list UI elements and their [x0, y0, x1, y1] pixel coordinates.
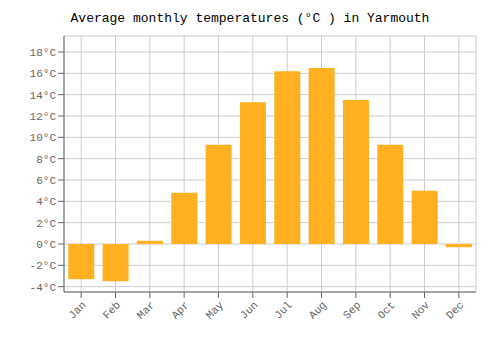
svg-text:14°C: 14°C [30, 90, 57, 102]
svg-text:Feb: Feb [101, 299, 123, 321]
svg-text:0°C: 0°C [36, 239, 56, 251]
svg-text:Apr: Apr [169, 299, 191, 321]
svg-text:Oct: Oct [375, 299, 397, 321]
svg-text:4°C: 4°C [36, 196, 56, 208]
svg-text:Jul: Jul [272, 299, 294, 321]
svg-text:18°C: 18°C [30, 47, 57, 59]
svg-text:Dec: Dec [444, 299, 466, 321]
svg-text:10°C: 10°C [30, 132, 57, 144]
svg-text:Aug: Aug [307, 299, 329, 321]
svg-text:6°C: 6°C [36, 175, 56, 187]
svg-text:8°C: 8°C [36, 154, 56, 166]
svg-text:16°C: 16°C [30, 68, 57, 80]
svg-text:-2°C: -2°C [30, 260, 57, 272]
svg-text:May: May [204, 299, 227, 322]
html-text:Average monthly temperatures (: Average monthly temperatures (°C ) in Ya… [70, 11, 430, 26]
svg-text:Jun: Jun [238, 299, 260, 321]
svg-text:2°C: 2°C [36, 218, 56, 230]
svg-text:Sep: Sep [341, 299, 363, 321]
svg-text:Jan: Jan [66, 299, 88, 321]
svg-text:-4°C: -4°C [30, 282, 57, 294]
svg-text:Nov: Nov [410, 299, 433, 322]
svg-text:Mar: Mar [135, 299, 157, 321]
svg-text:12°C: 12°C [30, 111, 57, 123]
